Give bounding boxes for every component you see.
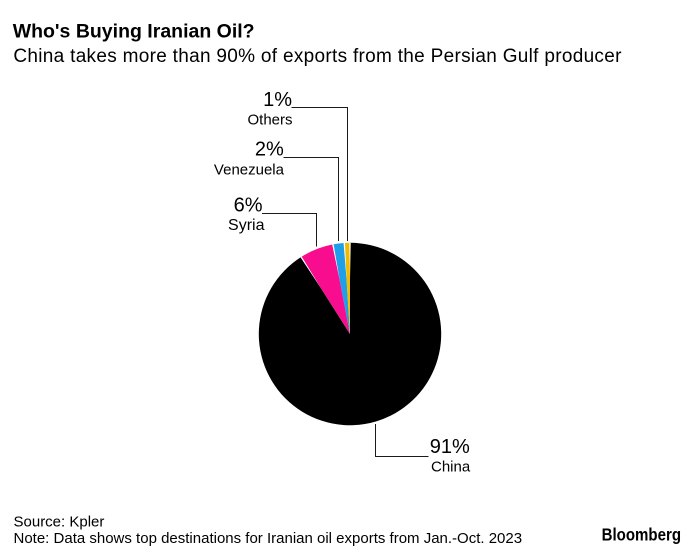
svg-text:6%: 6% [234, 194, 263, 216]
svg-text:1%: 1% [263, 89, 292, 111]
svg-text:Syria: Syria [228, 217, 265, 234]
svg-text:Bloomberg: Bloomberg [602, 525, 681, 544]
svg-text:China: China [431, 459, 471, 476]
svg-text:Note: Data shows top destinati: Note: Data shows top destinations for Ir… [14, 530, 523, 547]
svg-text:Others: Others [247, 112, 292, 129]
svg-text:China takes more than 90% of e: China takes more than 90% of exports fro… [13, 46, 622, 67]
svg-text:2%: 2% [255, 138, 284, 160]
svg-text:91%: 91% [430, 436, 470, 458]
svg-text:Venezuela: Venezuela [214, 162, 285, 179]
svg-text:Who's Buying Iranian Oil?: Who's Buying Iranian Oil? [13, 20, 255, 42]
svg-text:Source: Kpler: Source: Kpler [14, 514, 105, 531]
